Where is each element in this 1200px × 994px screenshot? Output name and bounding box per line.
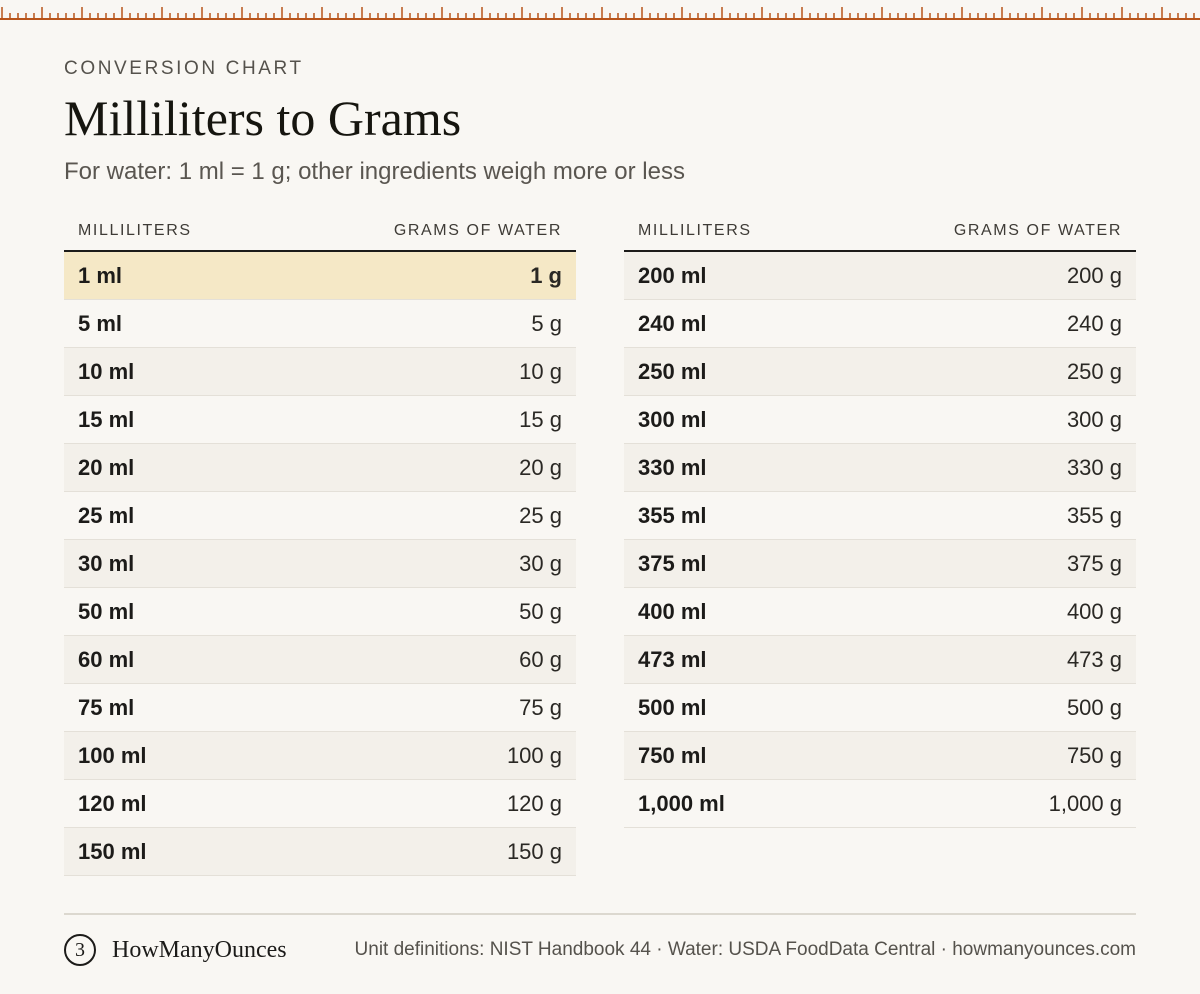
cell-grams: 120 g	[506, 790, 562, 816]
cell-grams: 10 g	[519, 358, 562, 384]
cell-milliliters: 300 ml	[638, 406, 707, 432]
cell-grams: 1 g	[530, 262, 562, 288]
cell-milliliters: 355 ml	[638, 502, 707, 528]
conversion-table-right: MILLILITERS GRAMS OF WATER 200 ml 200 g 24…	[624, 212, 1136, 828]
cell-grams: 240 g	[1066, 310, 1122, 336]
cell-grams: 330 g	[1066, 454, 1122, 480]
table-row: 10 ml 10 g	[64, 348, 576, 396]
table-row: 75 ml 75 g	[64, 684, 576, 732]
table-row: 500 ml 500 g	[624, 684, 1136, 732]
cell-grams: 300 g	[1066, 406, 1122, 432]
cell-grams: 355 g	[1066, 502, 1122, 528]
cell-milliliters: 240 ml	[638, 310, 707, 336]
table-row: 150 ml 150 g	[64, 828, 576, 876]
cell-milliliters: 120 ml	[78, 790, 147, 816]
cell-milliliters: 5 ml	[78, 310, 123, 336]
table-row: 330 ml 330 g	[624, 444, 1136, 492]
cell-grams: 50 g	[519, 598, 562, 624]
table-row: 240 ml 240 g	[624, 300, 1136, 348]
cell-milliliters: 20 ml	[78, 454, 135, 480]
cell-grams: 150 g	[506, 838, 562, 864]
cell-milliliters: 250 ml	[638, 358, 707, 384]
cell-milliliters: 25 ml	[78, 502, 135, 528]
table-row: 15 ml 15 g	[64, 396, 576, 444]
column-header-milliliters: MILLILITERS	[78, 222, 192, 239]
cell-grams: 473 g	[1066, 646, 1122, 672]
cell-grams: 75 g	[519, 694, 562, 720]
cell-milliliters: 50 ml	[78, 598, 135, 624]
cell-grams: 100 g	[506, 742, 562, 768]
table-row: 1 ml 1 g	[64, 252, 576, 300]
table-row: 473 ml 473 g	[624, 636, 1136, 684]
cell-milliliters: 200 ml	[638, 262, 707, 288]
cell-grams: 200 g	[1066, 262, 1122, 288]
table-body: 200 ml 200 g 240 ml 240 g 250 ml 250 g 300 ml 3…	[624, 252, 1136, 828]
circled-3-logo-icon: 3	[64, 934, 96, 966]
cell-grams: 30 g	[519, 550, 562, 576]
cell-grams: 750 g	[1066, 742, 1122, 768]
table-row: 20 ml 20 g	[64, 444, 576, 492]
column-header-grams: GRAMS OF WATER	[393, 222, 562, 239]
page-title: Milliliters to Grams	[64, 90, 462, 146]
table-row: 200 ml 200 g	[624, 252, 1136, 300]
table-header: MILLILITERS GRAMS OF WATER	[624, 212, 1136, 252]
cell-grams: 375 g	[1066, 550, 1122, 576]
cell-milliliters: 75 ml	[78, 694, 135, 720]
cell-milliliters: 375 ml	[638, 550, 707, 576]
cell-grams: 1,000 g	[1048, 790, 1122, 816]
table-row: 50 ml 50 g	[64, 588, 576, 636]
site-logo[interactable]: 3 HowManyOunces	[64, 934, 287, 966]
column-header-grams: GRAMS OF WATER	[953, 222, 1122, 239]
cell-milliliters: 30 ml	[78, 550, 135, 576]
footer-divider	[64, 913, 1136, 915]
table-row: 120 ml 120 g	[64, 780, 576, 828]
cell-milliliters: 150 ml	[78, 838, 147, 864]
cell-grams: 60 g	[519, 646, 562, 672]
table-row: 750 ml 750 g	[624, 732, 1136, 780]
ruler-ticks	[0, 7, 1200, 20]
cell-milliliters: 500 ml	[638, 694, 707, 720]
cell-milliliters: 1,000 ml	[638, 790, 725, 816]
cell-milliliters: 330 ml	[638, 454, 707, 480]
table-row: 60 ml 60 g	[64, 636, 576, 684]
page-subtitle: For water: 1 ml = 1 g; other ingredients…	[64, 158, 685, 185]
cell-milliliters: 100 ml	[78, 742, 147, 768]
table-row: 100 ml 100 g	[64, 732, 576, 780]
table-row: 5 ml 5 g	[64, 300, 576, 348]
table-row: 1,000 ml 1,000 g	[624, 780, 1136, 828]
cell-grams: 5 g	[531, 310, 562, 336]
cell-grams: 20 g	[519, 454, 562, 480]
cell-grams: 250 g	[1066, 358, 1122, 384]
cell-grams: 500 g	[1066, 694, 1122, 720]
table-row: 250 ml 250 g	[624, 348, 1136, 396]
cell-grams: 400 g	[1066, 598, 1122, 624]
cell-milliliters: 473 ml	[638, 646, 707, 672]
cell-milliliters: 400 ml	[638, 598, 707, 624]
table-header: MILLILITERS GRAMS OF WATER	[64, 212, 576, 252]
cell-milliliters: 1 ml	[78, 262, 123, 288]
table-row: 375 ml 375 g	[624, 540, 1136, 588]
table-row: 355 ml 355 g	[624, 492, 1136, 540]
cell-milliliters: 750 ml	[638, 742, 707, 768]
column-header-milliliters: MILLILITERS	[638, 222, 752, 239]
table-row: 300 ml 300 g	[624, 396, 1136, 444]
table-row: 25 ml 25 g	[64, 492, 576, 540]
cell-grams: 25 g	[519, 502, 562, 528]
cell-grams: 15 g	[519, 406, 562, 432]
cell-milliliters: 60 ml	[78, 646, 135, 672]
logo-wordmark: HowManyOunces	[112, 936, 287, 963]
cell-milliliters: 15 ml	[78, 406, 135, 432]
cell-milliliters: 10 ml	[78, 358, 135, 384]
table-row: 30 ml 30 g	[64, 540, 576, 588]
eyebrow-label: CONVERSION CHART	[64, 58, 304, 79]
table-row: 400 ml 400 g	[624, 588, 1136, 636]
sources-note: Unit definitions: NIST Handbook 44 · Wat…	[354, 939, 1136, 960]
